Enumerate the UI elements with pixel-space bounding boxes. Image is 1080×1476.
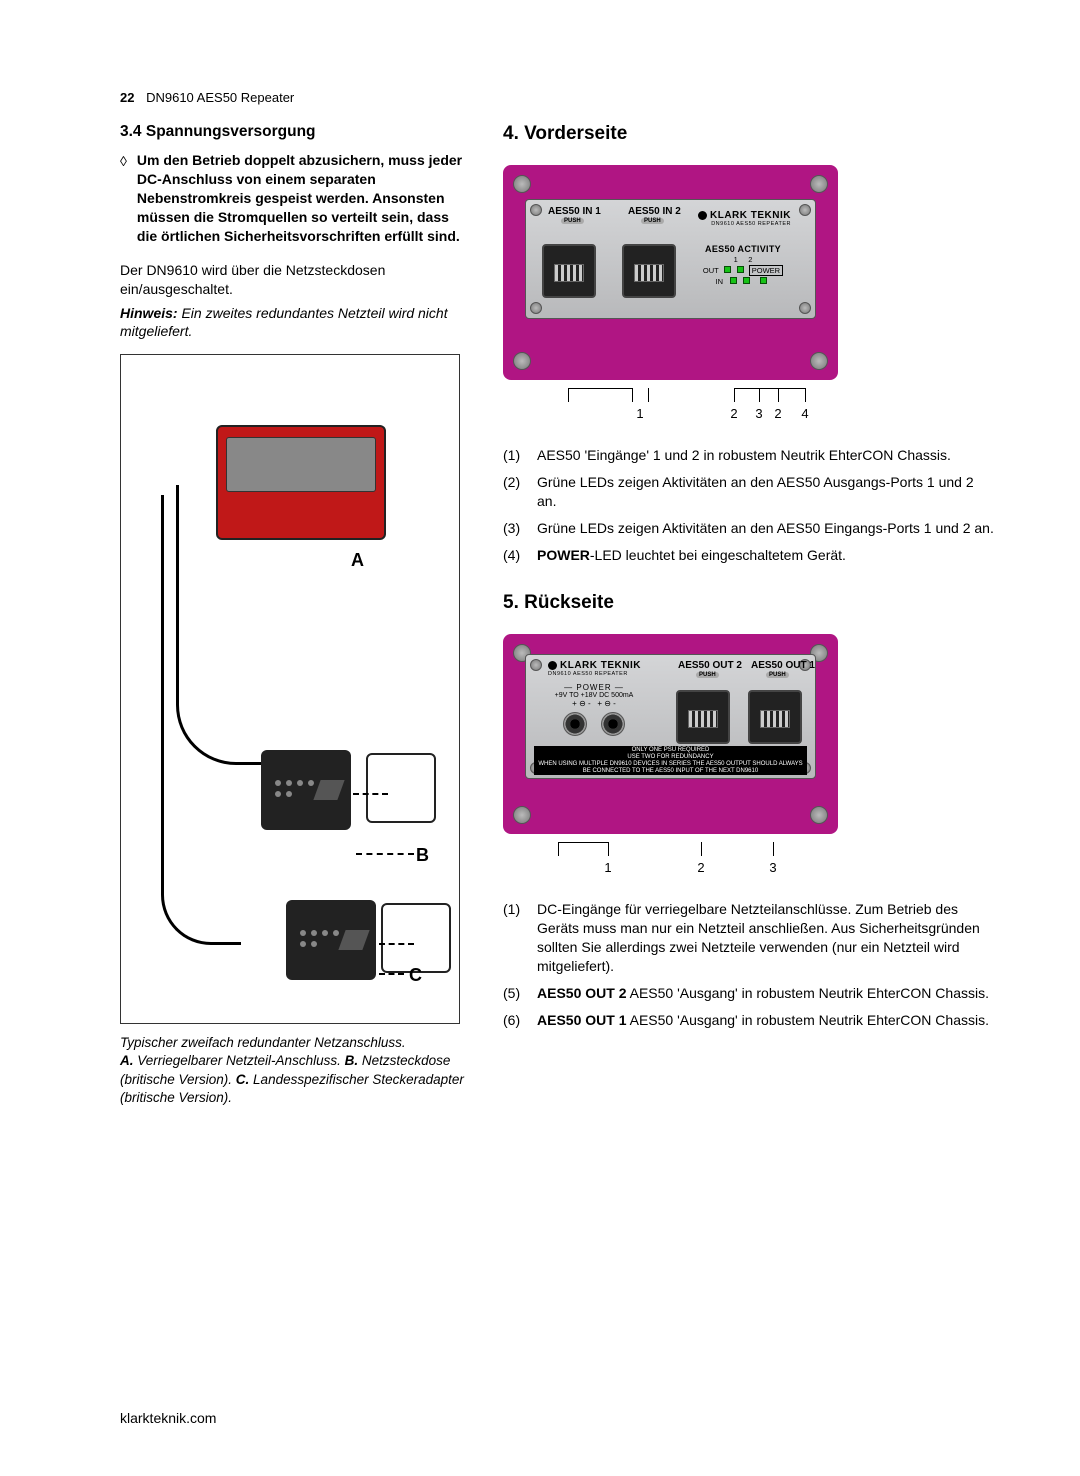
warning-text: Um den Betrieb doppelt abzusichern, muss… [137,151,465,245]
power-block: — POWER — +9V TO +18V DC 500mA + ⊖ - + ⊖… [534,683,654,738]
page-header: 22 DN9610 AES50 Repeater [120,90,995,105]
plug-illustration [261,750,351,830]
push-label: PUSH [696,672,719,678]
led-icon [743,277,750,284]
diamond-icon: ◊ [120,153,127,245]
ethercon-port [676,690,730,744]
screw-icon [810,806,828,824]
led-icon [730,277,737,284]
safety-warning: ◊ Um den Betrieb doppelt abzusichern, mu… [120,151,465,245]
figure-caption: Typischer zweifach redundanter Netzansch… [120,1034,465,1107]
screw-icon [513,806,531,824]
front-panel-figure: AES50 IN 1 AES50 IN 2 PUSH PUSH KLARK TE… [503,165,838,380]
led-icon [760,277,767,284]
led-icon [737,266,744,273]
list-item: (3) Grüne LEDs zeigen Aktivitäten an den… [503,519,995,538]
screw-icon [799,204,811,216]
list-item: (6) AES50 OUT 1 AES50 'Ausgang' in robus… [503,1011,995,1030]
list-item: (5) AES50 OUT 2 AES50 'Ausgang' in robus… [503,984,995,1003]
note-label: Hinweis: [120,305,178,321]
front-callouts: 1 2 3 2 4 [503,388,838,428]
list-item: (4) POWER-LED leuchtet bei eingeschaltet… [503,546,995,565]
activity-panel: AES50 ACTIVITY 1 2 OUT POWER IN [693,244,793,309]
ethercon-port [748,690,802,744]
list-item: (1) DC-Eingänge für verriegelbare Netzte… [503,900,995,976]
push-label: PUSH [766,672,789,678]
paragraph: Der DN9610 wird über die Netzsteckdosen … [120,261,465,297]
dc-jack [601,712,625,736]
port-label: AES50 IN 1 [548,206,601,217]
screw-icon [513,352,531,370]
socket-illustration [366,753,436,823]
list-item: (2) Grüne LEDs zeigen Aktivitäten an den… [503,473,995,511]
port-label: AES50 OUT 1 [751,660,815,671]
screw-icon [810,352,828,370]
note: Hinweis: Ein zweites redundantes Netztei… [120,304,465,340]
ethercon-port [542,244,596,298]
section-5-heading: 5. Rückseite [503,592,995,614]
dc-jack [563,712,587,736]
rear-panel-figure: KLARK TEKNIK DN9610 AES50 REPEATER AES50… [503,634,838,834]
brand-label: KLARK TEKNIK DN9610 AES50 REPEATER [698,210,791,227]
page-number: 22 [120,90,134,105]
rear-legend-list: (1) DC-Eingänge für verriegelbare Netzte… [503,900,995,1029]
led-icon [724,266,731,273]
brand-label: KLARK TEKNIK DN9610 AES50 REPEATER [548,660,641,677]
figure-label-c: C [409,965,422,986]
screw-icon [530,302,542,314]
figure-label-a: A [351,550,364,571]
power-figure: A B C [120,354,460,1024]
list-item: (1) AES50 'Eingänge' 1 und 2 in robustem… [503,446,995,465]
doc-title: DN9610 AES50 Repeater [146,90,294,105]
screw-icon [530,204,542,216]
rear-panel-note: ONLY ONE PSU REQUIRED USE TWO FOR REDUND… [534,746,807,776]
plug-illustration [286,900,376,980]
socket-illustration [381,903,451,973]
screw-icon [513,175,531,193]
front-legend-list: (1) AES50 'Eingänge' 1 und 2 in robustem… [503,446,995,564]
port-label: AES50 IN 2 [628,206,681,217]
screw-icon [530,659,542,671]
screw-icon [810,175,828,193]
push-label: PUSH [561,218,584,224]
section-4-heading: 4. Vorderseite [503,123,995,145]
port-label: AES50 OUT 2 [678,660,742,671]
screw-icon [799,302,811,314]
footer-url: klarkteknik.com [120,1410,216,1426]
ethercon-port [622,244,676,298]
subsection-heading: 3.4 Spannungsversorgung [120,123,465,141]
push-label: PUSH [641,218,664,224]
figure-label-b: B [416,845,429,866]
rear-callouts: 1 2 3 [503,842,838,882]
